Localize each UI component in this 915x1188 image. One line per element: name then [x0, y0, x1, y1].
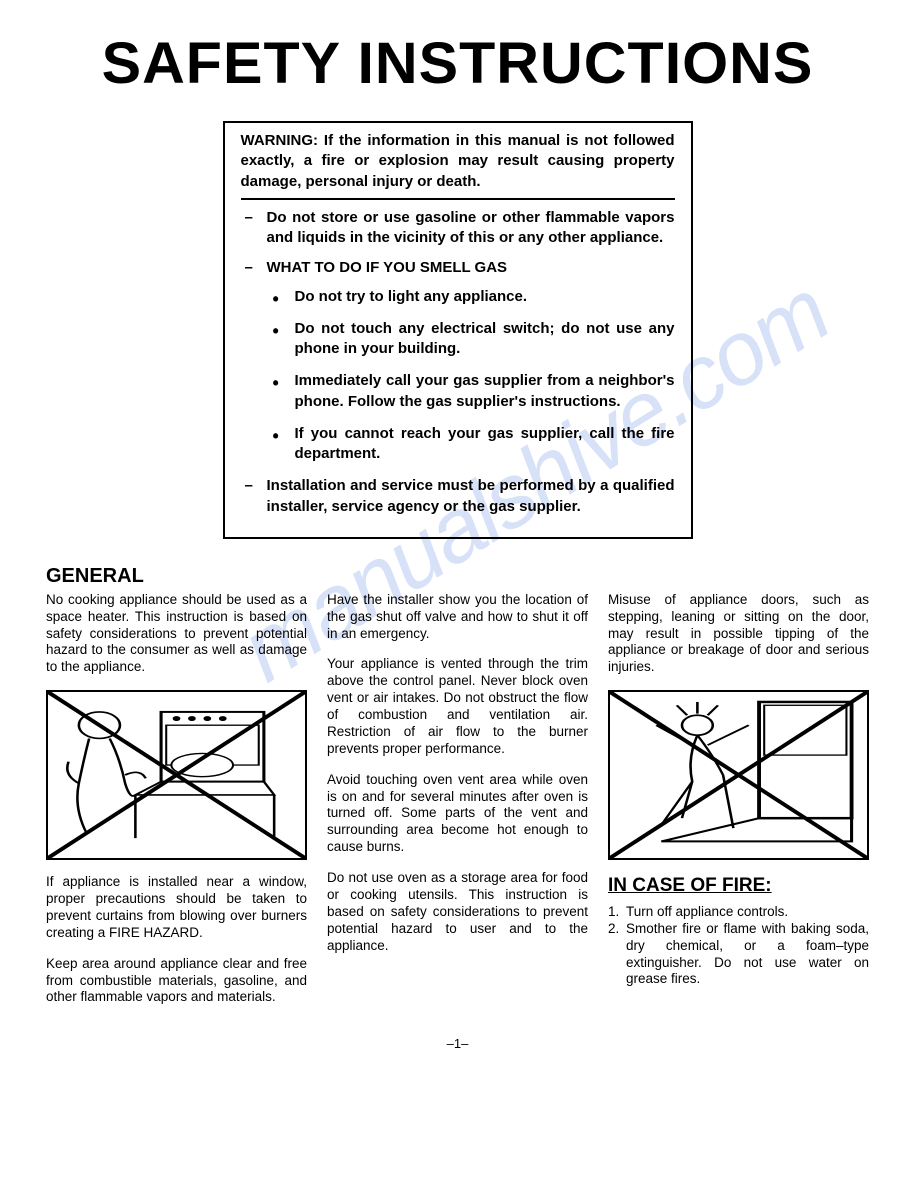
fire-item: 2. Smother fire or flame with baking soda…	[608, 921, 869, 989]
paragraph: Do not use oven as a storage area for fo…	[327, 870, 588, 954]
page-number: –1–	[46, 1036, 869, 1051]
paragraph: Avoid touching oven vent area while oven…	[327, 772, 588, 856]
fire-item: 1. Turn off appliance controls.	[608, 904, 869, 921]
warning-item-text: WHAT TO DO IF YOU SMELL GAS	[267, 259, 508, 276]
paragraph: No cooking appliance should be used as a…	[46, 592, 307, 676]
general-heading: GENERAL	[46, 565, 869, 588]
warning-sublist: Do not try to light any appliance. Do no…	[267, 287, 675, 465]
column-2: Have the installer show you the location…	[327, 592, 588, 1021]
warning-subitem: If you cannot reach your gas supplier, c…	[267, 424, 675, 465]
warning-list: Do not store or use gasoline or other fl…	[241, 208, 675, 517]
warning-item-text: Installation and service must be perform…	[267, 477, 675, 514]
paragraph: Misuse of appliance doors, such as stepp…	[608, 592, 869, 676]
warning-header: WARNING: If the information in this manu…	[241, 131, 675, 200]
warning-subitem: Do not touch any electrical switch; do n…	[267, 319, 675, 360]
column-1: No cooking appliance should be used as a…	[46, 592, 307, 1021]
fire-heading: IN CASE OF FIRE:	[608, 874, 869, 898]
warning-box: WARNING: If the information in this manu…	[223, 121, 693, 539]
paragraph: Your appliance is vented through the tri…	[327, 656, 588, 757]
paragraph: Have the installer show you the location…	[327, 592, 588, 643]
warning-lead: WARNING:	[241, 132, 319, 149]
paragraph: If appliance is installed near a window,…	[46, 874, 307, 942]
warning-item: Do not store or use gasoline or other fl…	[241, 208, 675, 249]
paragraph: Keep area around appliance clear and fre…	[46, 956, 307, 1007]
fire-item-text: Turn off appliance controls.	[626, 904, 788, 919]
page-title: SAFETY INSTRUCTIONS	[38, 30, 877, 97]
warning-subitem: Do not try to light any appliance.	[267, 287, 675, 307]
fire-item-num: 1.	[608, 904, 619, 921]
warning-item: WHAT TO DO IF YOU SMELL GAS Do not try t…	[241, 258, 675, 464]
content-columns: No cooking appliance should be used as a…	[46, 592, 869, 1021]
warning-subitem: Immediately call your gas supplier from …	[267, 371, 675, 412]
figure-crossed-out-1	[46, 690, 307, 860]
warning-item: Installation and service must be perform…	[241, 476, 675, 517]
fire-list: 1. Turn off appliance controls. 2. Smother…	[608, 904, 869, 988]
column-3: Misuse of appliance doors, such as stepp…	[608, 592, 869, 1021]
fire-item-num: 2.	[608, 921, 619, 938]
warning-item-text: Do not store or use gasoline or other fl…	[267, 209, 675, 246]
fire-item-text: Smother fire or flame with baking soda, …	[626, 921, 869, 987]
figure-crossed-out-2	[608, 690, 869, 860]
